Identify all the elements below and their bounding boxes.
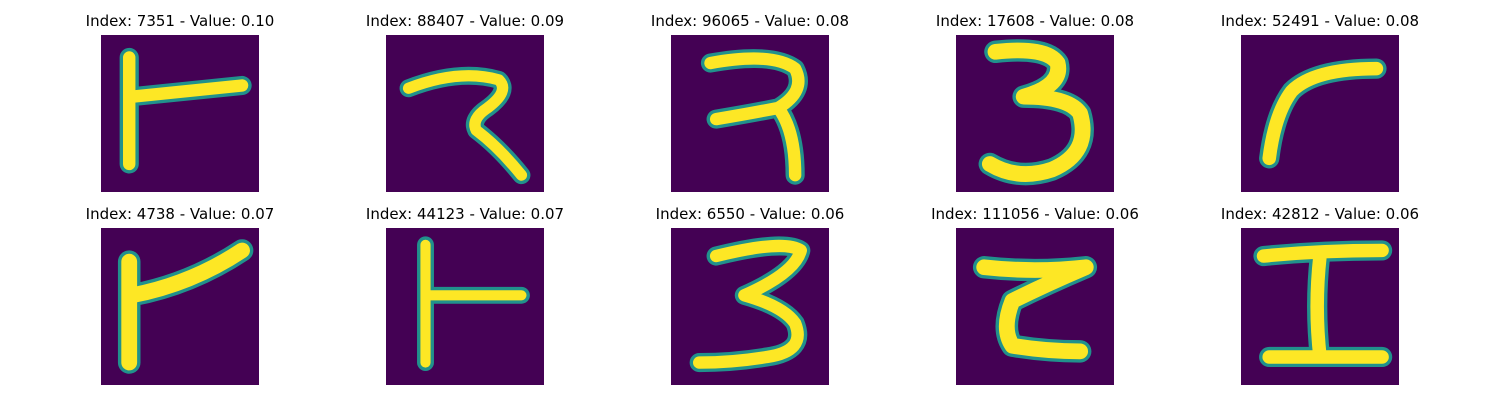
digit-image-3 <box>671 35 829 192</box>
panel-title-1: Index: 7351 - Value: 0.10 <box>85 12 275 30</box>
digit-image-4 <box>956 35 1114 192</box>
digit-image-6 <box>101 228 259 385</box>
image-panel-8: Index: 6550 - Value: 0.06 <box>605 204 895 389</box>
digit-image-10 <box>1241 228 1399 385</box>
panel-title-7: Index: 44123 - Value: 0.07 <box>365 205 565 223</box>
panel-title-10: Index: 42812 - Value: 0.06 <box>1220 205 1420 223</box>
digit-image-9 <box>956 228 1114 385</box>
panel-title-3: Index: 96065 - Value: 0.08 <box>650 12 850 30</box>
image-panel-1: Index: 7351 - Value: 0.10 <box>35 11 325 196</box>
panel-title-2: Index: 88407 - Value: 0.09 <box>365 12 565 30</box>
panel-title-9: Index: 111056 - Value: 0.06 <box>931 205 1139 223</box>
digit-image-2 <box>386 35 544 192</box>
digit-image-8 <box>671 228 829 385</box>
panel-title-4: Index: 17608 - Value: 0.08 <box>935 12 1135 30</box>
image-panel-4: Index: 17608 - Value: 0.08 <box>890 11 1180 196</box>
digit-image-7 <box>386 228 544 385</box>
image-panel-5: Index: 52491 - Value: 0.08 <box>1175 11 1465 196</box>
image-panel-2: Index: 88407 - Value: 0.09 <box>320 11 610 196</box>
image-panel-7: Index: 44123 - Value: 0.07 <box>320 204 610 389</box>
panel-title-6: Index: 4738 - Value: 0.07 <box>85 205 275 223</box>
image-panel-6: Index: 4738 - Value: 0.07 <box>35 204 325 389</box>
image-panel-9: Index: 111056 - Value: 0.06 <box>890 204 1180 389</box>
image-background <box>1241 35 1399 192</box>
panel-title-5: Index: 52491 - Value: 0.08 <box>1220 12 1420 30</box>
digit-image-1 <box>101 35 259 192</box>
panel-title-8: Index: 6550 - Value: 0.06 <box>655 205 845 223</box>
digit-image-5 <box>1241 35 1399 192</box>
image-background <box>386 228 544 385</box>
image-background <box>956 228 1114 385</box>
image-panel-3: Index: 96065 - Value: 0.08 <box>605 11 895 196</box>
image-panel-10: Index: 42812 - Value: 0.06 <box>1175 204 1465 389</box>
